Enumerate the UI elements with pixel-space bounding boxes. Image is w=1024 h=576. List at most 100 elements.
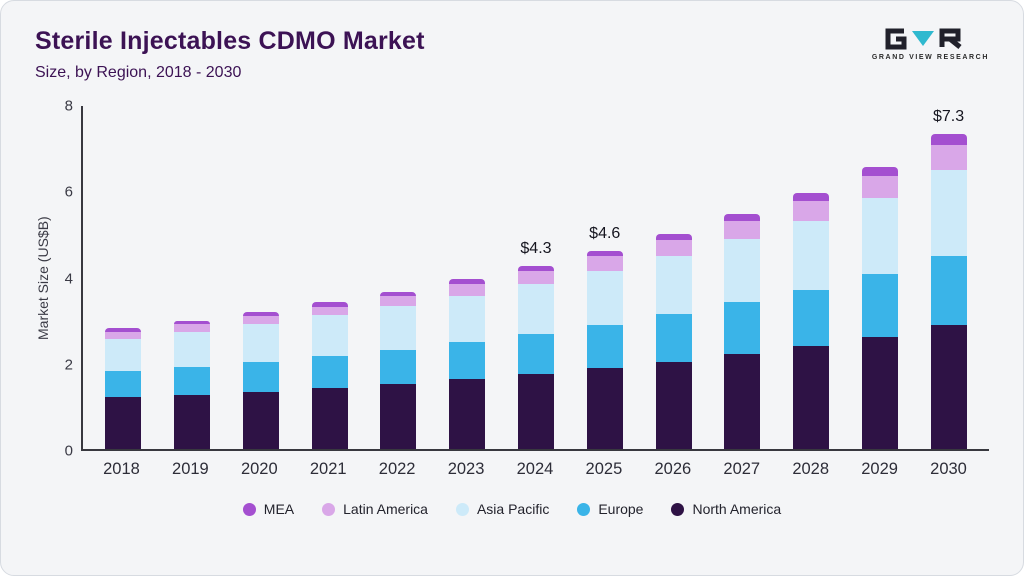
- x-tick-2019: 2019: [172, 460, 209, 478]
- y-and-plot: 0 2 4 6 8 $4.3 $4.6 $7.3: [55, 98, 989, 460]
- header: Sterile Injectables CDMO Market Size, by…: [35, 23, 989, 82]
- y-axis-title: Market Size (US$B): [35, 216, 51, 341]
- segment-europe: [380, 349, 417, 385]
- segment-europe: [655, 314, 692, 362]
- segment-mea: [105, 328, 142, 332]
- legend-label-north-america: North America: [692, 501, 782, 517]
- segment-latin-america: [449, 283, 486, 296]
- x-tick-2022: 2022: [378, 460, 416, 478]
- value-annotation-2024: $4.3: [520, 239, 552, 257]
- segment-asia-pacific: [174, 331, 211, 368]
- segment-latin-america: [724, 220, 761, 239]
- segment-north-america: [930, 324, 967, 449]
- segment-asia-pacific: [586, 270, 623, 325]
- segment-latin-america: [586, 255, 623, 271]
- legend-label-europe: Europe: [598, 501, 644, 517]
- legend-label-latin-america: Latin America: [343, 501, 428, 517]
- segment-asia-pacific: [724, 238, 761, 303]
- segment-europe: [311, 356, 348, 388]
- segment-asia-pacific: [861, 198, 898, 275]
- bar-column-2029: [845, 106, 914, 449]
- segment-north-america: [311, 387, 348, 449]
- segment-asia-pacific: [242, 323, 279, 363]
- legend-label-asia-pacific: Asia Pacific: [476, 501, 550, 517]
- bar-stack-2024: [517, 265, 554, 449]
- x-tick-2029: 2029: [861, 460, 898, 478]
- bar-column-2021: [295, 106, 364, 449]
- y-tick-6: 6: [64, 183, 73, 201]
- segment-north-america: [517, 373, 554, 449]
- bar-stack-2027: [724, 213, 761, 449]
- segment-north-america: [242, 391, 279, 449]
- bar-column-2023: [433, 106, 502, 449]
- x-axis-labels: 2018 2019 2020 2021 2022 2023 2024 2025 2026 2027…: [81, 460, 989, 479]
- logo-text: GRAND VIEW RESEARCH: [871, 54, 989, 61]
- segment-europe: [242, 362, 279, 392]
- x-tick-2027: 2027: [723, 460, 761, 478]
- segment-latin-america: [105, 331, 142, 339]
- bar-stack-2023: [449, 278, 486, 449]
- segment-north-america: [861, 336, 898, 449]
- segment-asia-pacific: [380, 305, 417, 350]
- segment-europe: [930, 255, 967, 325]
- legend-dot-mea: [242, 502, 256, 516]
- bar-stack-2020: [242, 311, 279, 449]
- plot-area: $4.3 $4.6 $7.3: [81, 106, 989, 451]
- segment-europe: [793, 289, 830, 347]
- segment-europe: [724, 302, 761, 355]
- x-tick-2025: 2025: [585, 460, 623, 478]
- bar-column-2030: $7.3: [914, 106, 983, 449]
- segment-asia-pacific: [311, 315, 348, 357]
- legend-item-mea: MEA: [242, 501, 295, 517]
- bar-column-2022: [364, 106, 433, 449]
- segment-north-america: [655, 361, 692, 449]
- y-tick-8: 8: [64, 97, 73, 115]
- segment-latin-america: [930, 144, 967, 170]
- legend-label-mea: MEA: [263, 501, 295, 517]
- segment-mea: [449, 278, 486, 284]
- segment-latin-america: [655, 239, 692, 256]
- logo-mark-icon: [885, 28, 962, 50]
- bar-stack-2021: [311, 302, 348, 449]
- segment-asia-pacific: [449, 295, 486, 343]
- page-title: Sterile Injectables CDMO Market: [35, 27, 425, 55]
- segment-latin-america: [242, 315, 279, 324]
- bar-stack-2029: [861, 166, 898, 449]
- bar-stack-2019: [174, 320, 211, 449]
- page-subtitle: Size, by Region, 2018 - 2030: [35, 64, 242, 81]
- segment-europe: [517, 333, 554, 374]
- bar-column-2018: [89, 106, 158, 449]
- segment-latin-america: [174, 324, 211, 332]
- segment-north-america: [724, 354, 761, 449]
- segment-mea: [586, 250, 623, 256]
- x-tick-2020: 2020: [240, 460, 278, 478]
- y-tick-0: 0: [64, 442, 73, 460]
- legend-dot-latin-america: [322, 502, 336, 516]
- x-tick-2023: 2023: [447, 460, 485, 478]
- grand-view-research-logo: GRAND VIEW RESEARCH: [872, 27, 989, 61]
- chart-region: Market Size (US$B) 0 2 4 6 8 $4.3 $4.6 $7.3 20…: [35, 98, 989, 479]
- segment-north-america: [174, 395, 211, 449]
- bar-column-2026: [639, 106, 708, 449]
- title-block: Sterile Injectables CDMO Market Size, by…: [35, 23, 425, 82]
- legend-item-europe: Europe: [577, 501, 643, 517]
- segment-europe: [105, 371, 142, 398]
- segment-mea: [930, 134, 967, 145]
- segment-europe: [586, 324, 623, 368]
- x-tick-2030: 2030: [930, 460, 967, 478]
- segment-asia-pacific: [105, 338, 142, 372]
- segment-latin-america: [861, 175, 898, 199]
- value-annotation-2025: $4.6: [589, 224, 621, 242]
- bar-column-2025: $4.6: [570, 106, 639, 449]
- bar-stack-2025: [586, 250, 623, 449]
- segment-north-america: [105, 397, 142, 449]
- segment-mea: [174, 320, 211, 325]
- segment-latin-america: [793, 200, 830, 221]
- legend-dot-europe: [577, 502, 591, 516]
- bar-column-2019: [158, 106, 227, 449]
- value-annotation-2030: $7.3: [932, 108, 965, 126]
- segment-mea: [655, 233, 692, 240]
- segment-latin-america: [311, 306, 348, 316]
